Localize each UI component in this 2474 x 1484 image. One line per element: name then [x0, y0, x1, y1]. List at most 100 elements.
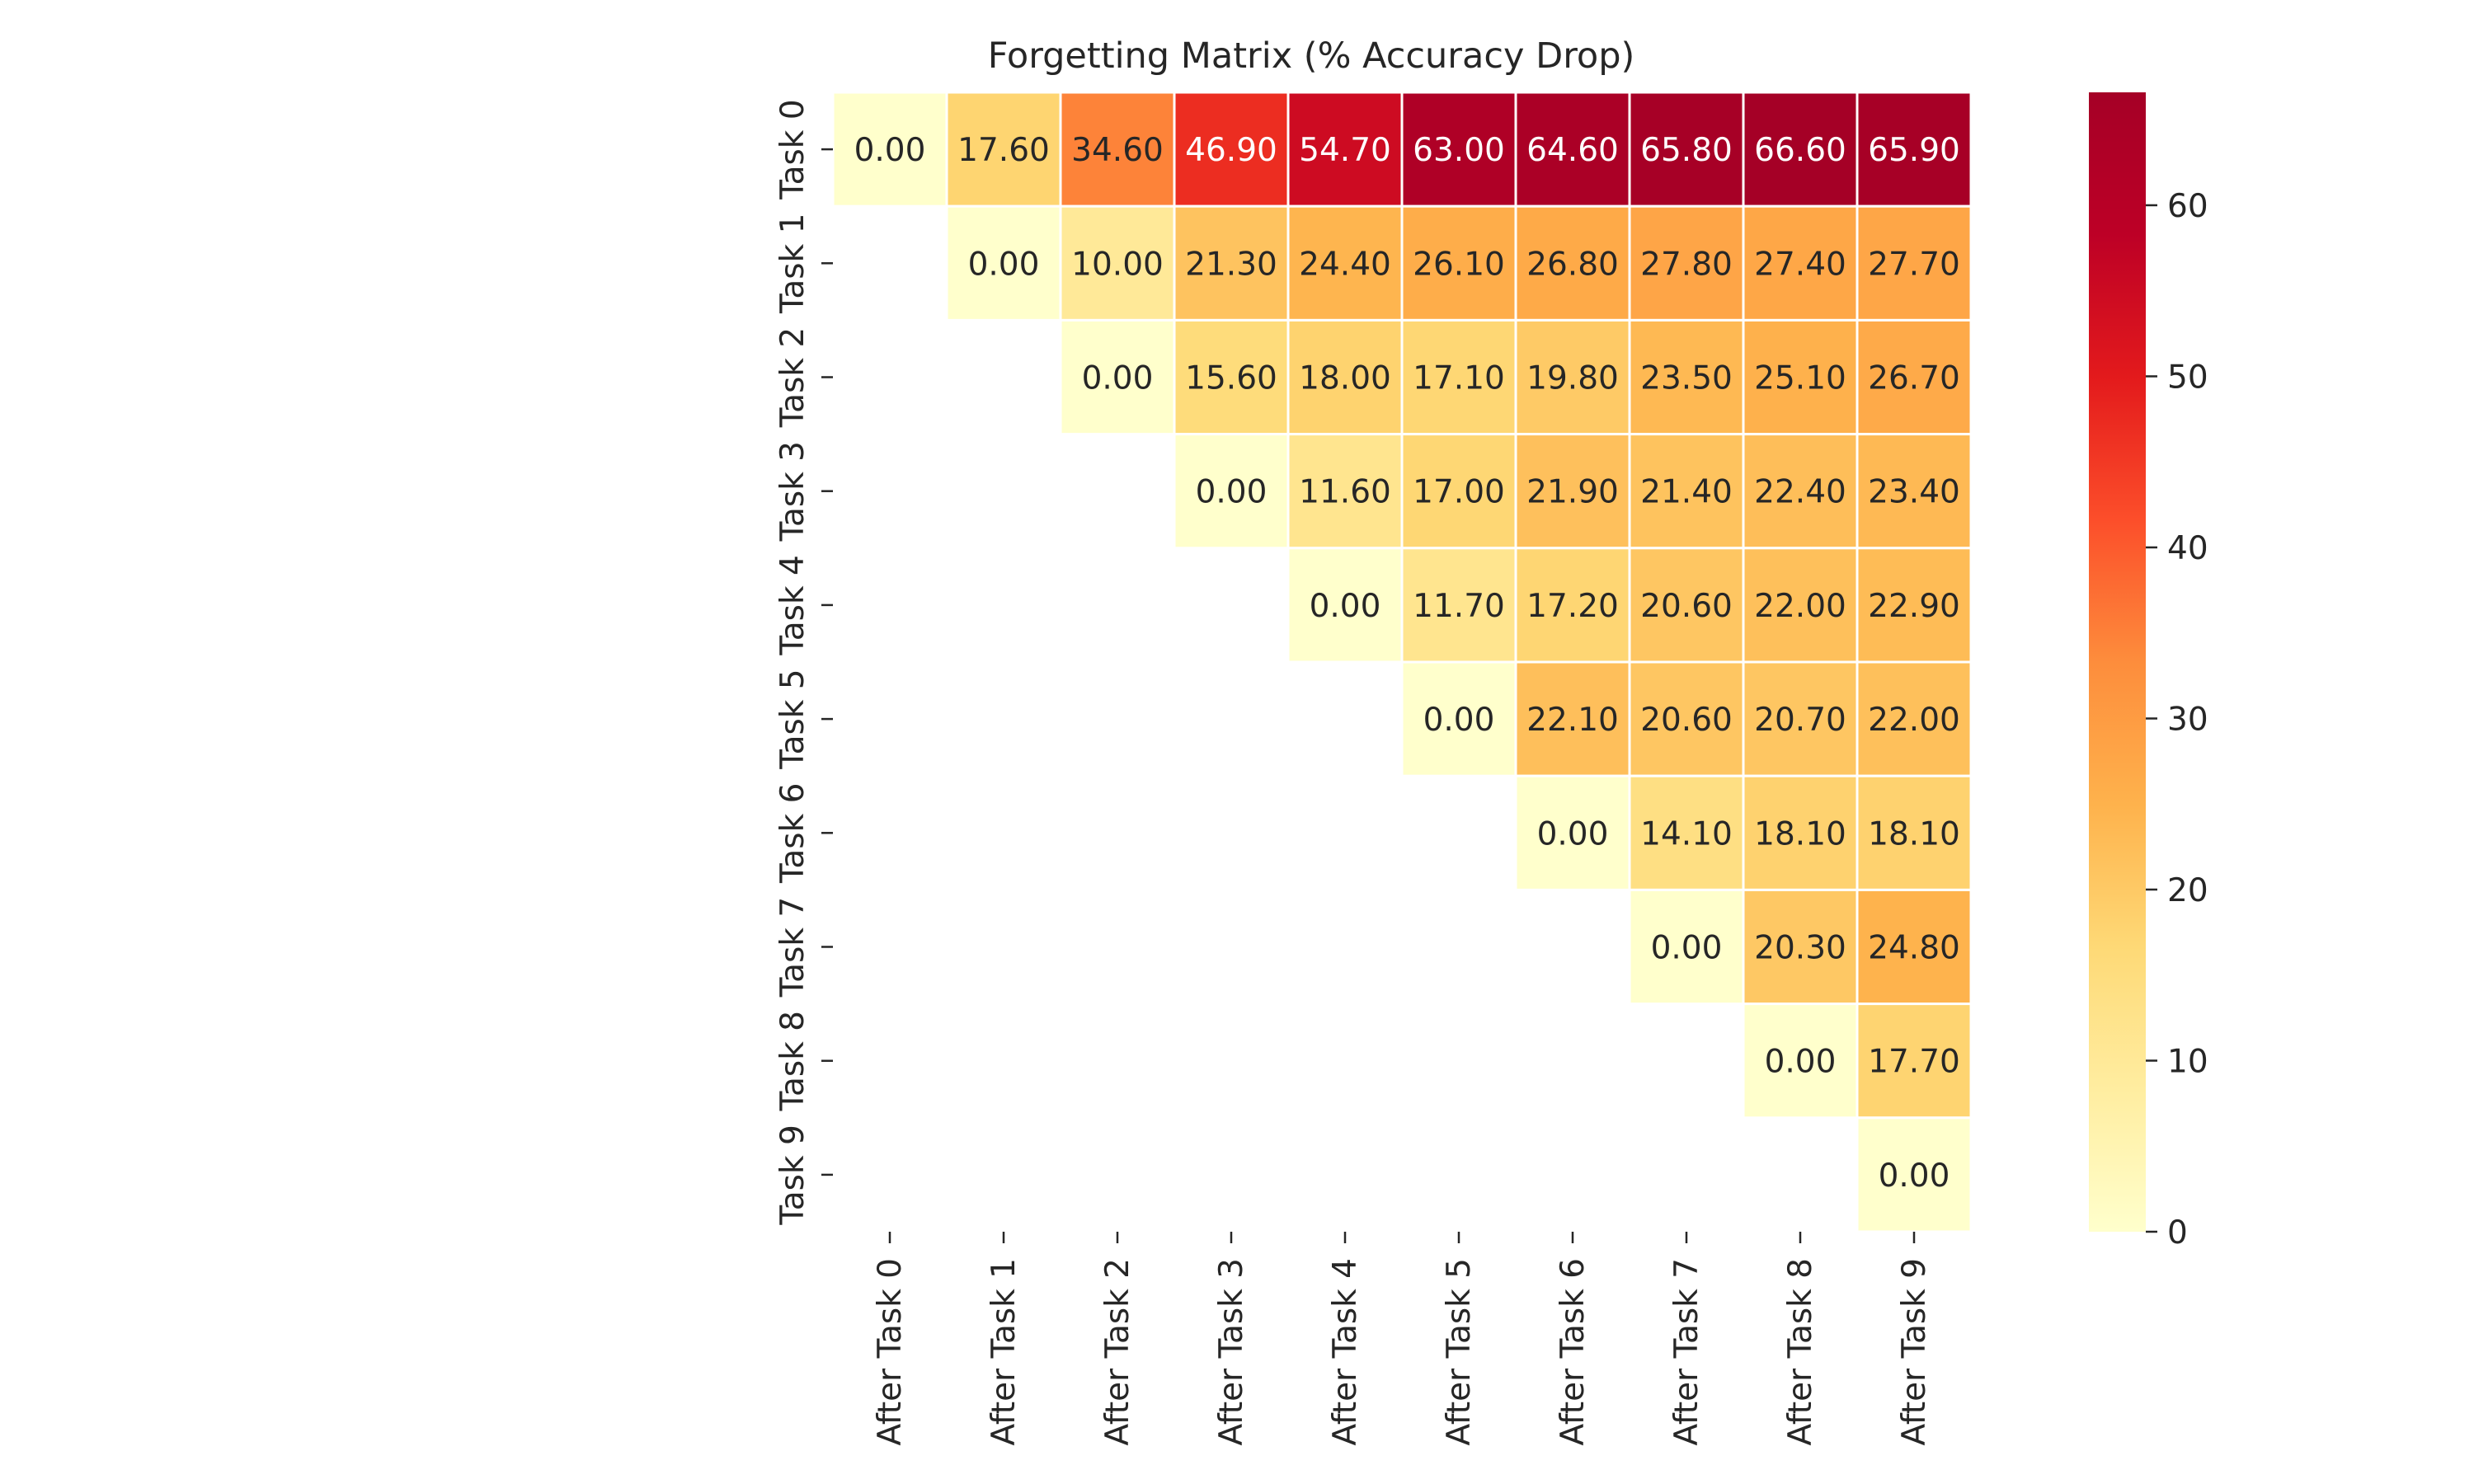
heatmap-cell-r9-c9 [1856, 1116, 1973, 1233]
cell-annotation-r4-c9: 22.90 [1868, 588, 1960, 625]
cell-annotation-r4-c7: 20.60 [1640, 588, 1733, 625]
x-tick-label-3: After Task 3 [1213, 1258, 1250, 1445]
heatmap-cell-r4-c9 [1856, 547, 1973, 664]
cell-annotation-r7-c8: 20.30 [1754, 930, 1846, 967]
heatmap-cell-r4-c6 [1514, 547, 1631, 664]
cell-annotation-r6-c8: 18.10 [1754, 815, 1846, 852]
y-tick-label-3: Task 3 [774, 441, 811, 542]
heatmap-cell-r4-c5 [1400, 547, 1517, 664]
cell-annotation-r2-c4: 18.00 [1299, 360, 1391, 397]
cell-annotation-r5-c8: 20.70 [1754, 702, 1846, 739]
heatmap-cell-r0-c9 [1856, 91, 1973, 208]
y-tick-label-8: Task 8 [774, 1011, 811, 1111]
y-tick-label-5: Task 5 [774, 669, 811, 769]
cell-annotation-r2-c7: 23.50 [1640, 360, 1733, 397]
y-tick-label-2: Task 2 [774, 327, 811, 428]
cell-annotation-r1-c7: 27.80 [1640, 246, 1733, 283]
heatmap-cell-r0-c0 [831, 91, 948, 208]
heatmap-cell-r0-c7 [1628, 91, 1745, 208]
cell-annotation-r5-c9: 22.00 [1868, 702, 1960, 739]
heatmap-cell-r2-c3 [1173, 318, 1290, 436]
cell-annotation-r2-c2: 0.00 [1082, 360, 1154, 397]
heatmap-cell-r3-c3 [1173, 433, 1290, 550]
cell-annotation-r3-c9: 23.40 [1868, 474, 1960, 511]
cell-annotation-r3-c7: 21.40 [1640, 474, 1733, 511]
cell-annotation-r7-c7: 0.00 [1651, 930, 1723, 967]
heatmap-cell-r0-c5 [1400, 91, 1517, 208]
chart-title: Forgetting Matrix (% Accuracy Drop) [988, 35, 1635, 77]
cell-annotation-r1-c2: 10.00 [1071, 246, 1164, 283]
cell-annotation-r4-c6: 17.20 [1526, 588, 1619, 625]
cell-annotation-r4-c4: 0.00 [1310, 588, 1381, 625]
cell-annotation-r5-c5: 0.00 [1423, 702, 1495, 739]
cell-annotation-r1-c4: 24.40 [1299, 246, 1391, 283]
cell-annotation-r3-c5: 17.00 [1413, 474, 1505, 511]
heatmap-cell-r7-c7 [1628, 888, 1745, 1006]
heatmap-cell-r2-c4 [1286, 318, 1404, 436]
heatmap-cell-r1-c7 [1628, 204, 1745, 322]
x-tick-label-9: After Task 9 [1896, 1258, 1933, 1445]
heatmap-cell-r1-c8 [1742, 204, 1859, 322]
cell-annotation-r1-c6: 26.80 [1526, 246, 1619, 283]
cell-annotation-r4-c5: 11.70 [1413, 588, 1505, 625]
y-tick-label-1: Task 1 [774, 214, 811, 314]
heatmap-cell-r0-c2 [1059, 91, 1176, 208]
y-tick-label-0: Task 0 [774, 99, 811, 200]
heatmap-cell-r2-c2 [1059, 318, 1176, 436]
heatmap-cell-r1-c4 [1286, 204, 1404, 322]
heatmap-cell-r7-c9 [1856, 888, 1973, 1006]
heatmap-cell-r4-c8 [1742, 547, 1859, 664]
heatmap-cell-r3-c4 [1286, 433, 1404, 550]
cell-annotation-r2-c8: 25.10 [1754, 360, 1846, 397]
heatmap-cell-r1-c9 [1856, 204, 1973, 322]
heatmap-cell-r0-c1 [945, 91, 1062, 208]
cell-annotation-r0-c9: 65.90 [1868, 132, 1960, 169]
colorbar-tick-label-4: 40 [2167, 530, 2208, 567]
colorbar-tick-label-1: 10 [2167, 1043, 2208, 1080]
y-axis: Task 0 Task 1 Task 2 Task 3 Task 4 Task 5 Task… [774, 99, 833, 1226]
cell-annotation-r0-c5: 63.00 [1413, 132, 1505, 169]
y-tick-label-4: Task 4 [774, 555, 811, 655]
cell-annotation-r0-c1: 17.60 [957, 132, 1050, 169]
heatmap-cell-r1-c2 [1059, 204, 1176, 322]
heatmap-cell-r7-c8 [1742, 888, 1859, 1006]
cell-annotation-r0-c2: 34.60 [1071, 132, 1164, 169]
cell-annotation-r2-c6: 19.80 [1526, 360, 1619, 397]
x-tick-label-4: After Task 4 [1327, 1258, 1364, 1445]
x-tick-label-6: After Task 6 [1554, 1258, 1592, 1445]
cell-annotation-r4-c8: 22.00 [1754, 588, 1846, 625]
cell-annotation-r0-c3: 46.90 [1185, 132, 1277, 169]
cell-annotation-r0-c6: 64.60 [1526, 132, 1619, 169]
heatmap-cell-r2-c5 [1400, 318, 1517, 436]
heatmap-cell-r6-c8 [1742, 774, 1859, 891]
heatmap-cell-r4-c4 [1286, 547, 1404, 664]
cell-annotation-r3-c8: 22.40 [1754, 474, 1846, 511]
cell-annotation-r5-c7: 20.60 [1640, 702, 1733, 739]
cell-annotation-r2-c3: 15.60 [1185, 360, 1277, 397]
y-tick-label-7: Task 7 [774, 897, 811, 998]
cell-annotation-r1-c5: 26.10 [1413, 246, 1505, 283]
colorbar-tick-label-5: 50 [2167, 359, 2208, 396]
cell-annotation-r6-c7: 14.10 [1640, 815, 1733, 852]
cell-annotation-r3-c4: 11.60 [1299, 474, 1391, 511]
y-tick-label-9: Task 9 [774, 1125, 811, 1225]
heatmap-cell-r8-c8 [1742, 1003, 1859, 1120]
x-tick-label-8: After Task 8 [1782, 1258, 1819, 1445]
cell-annotation-r8-c9: 17.70 [1868, 1044, 1960, 1081]
cell-annotation-r2-c5: 17.10 [1413, 360, 1505, 397]
heatmap-cell-r1-c6 [1514, 204, 1631, 322]
cell-annotation-r3-c6: 21.90 [1526, 474, 1619, 511]
heatmap-cell-r3-c6 [1514, 433, 1631, 550]
heatmap-cell-r8-c9 [1856, 1003, 1973, 1120]
cell-annotation-r2-c9: 26.70 [1868, 360, 1960, 397]
colorbar-tick-label-0: 0 [2167, 1214, 2188, 1252]
heatmap-cell-r5-c9 [1856, 660, 1973, 777]
cell-annotation-r8-c8: 0.00 [1765, 1044, 1837, 1081]
cell-annotation-r1-c9: 27.70 [1868, 246, 1960, 283]
colorbar: 0 10 20 30 40 50 60 [2089, 92, 2208, 1252]
x-tick-label-2: After Task 2 [1099, 1258, 1136, 1445]
colorbar-gradient [2089, 92, 2146, 1232]
cell-annotation-r1-c8: 27.40 [1754, 246, 1846, 283]
cell-annotation-r7-c9: 24.80 [1868, 930, 1960, 967]
